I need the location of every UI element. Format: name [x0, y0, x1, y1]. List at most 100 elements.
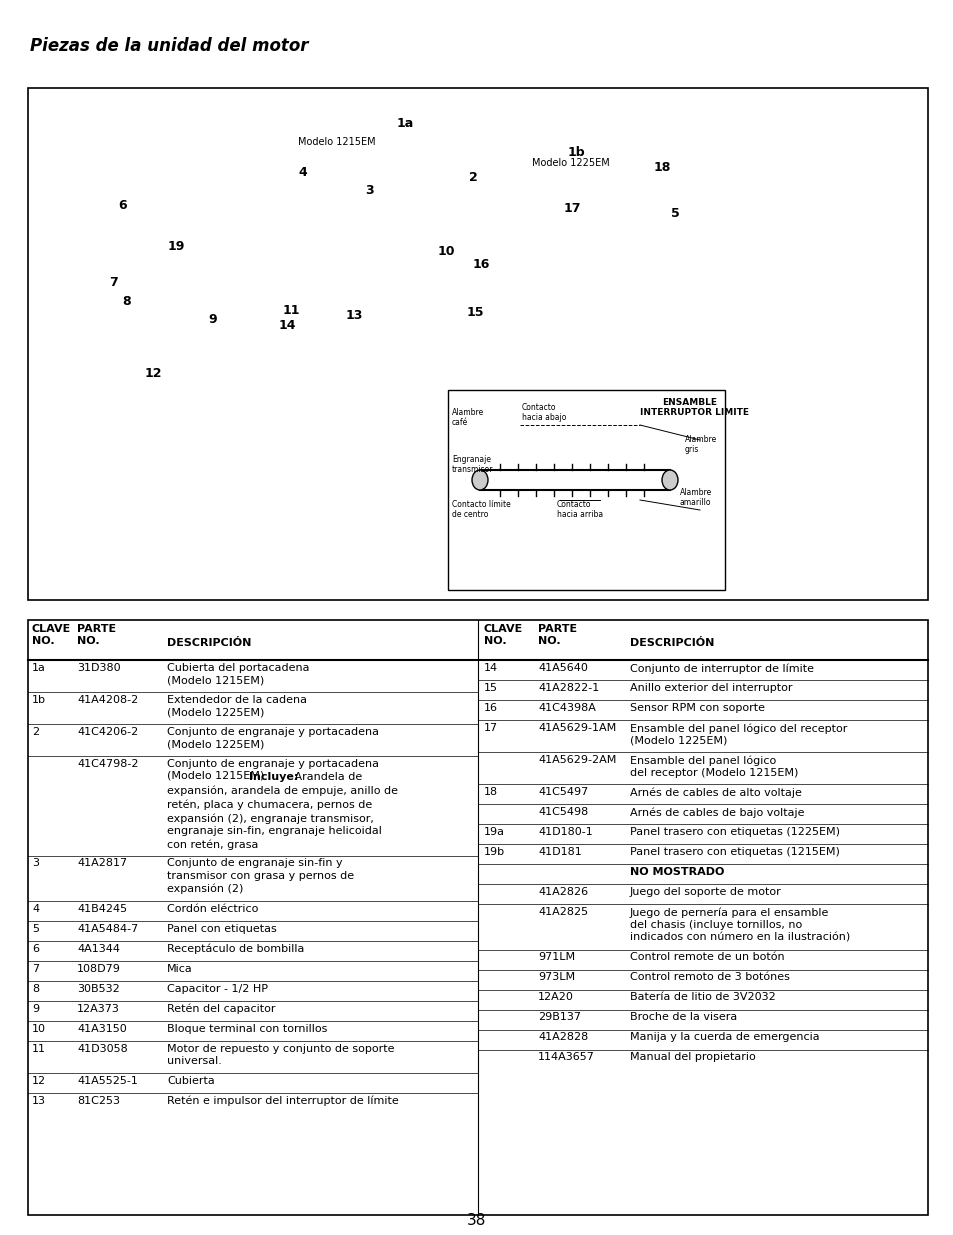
Text: Modelo 1225EM: Modelo 1225EM [532, 158, 609, 168]
Text: Motor de repuesto y conjunto de soporte
universal.: Motor de repuesto y conjunto de soporte … [167, 1044, 395, 1066]
Text: con retén, grasa: con retén, grasa [167, 840, 258, 851]
Text: 973LM: 973LM [537, 972, 575, 983]
Text: Ensamble del panel lógico
del receptor (Modelo 1215EM): Ensamble del panel lógico del receptor (… [629, 755, 798, 778]
Text: Modelo 1215EM: Modelo 1215EM [297, 137, 375, 147]
Text: Incluye:: Incluye: [249, 773, 298, 783]
Text: 5: 5 [32, 924, 39, 934]
Text: 16: 16 [483, 703, 497, 713]
Text: 7: 7 [32, 965, 39, 974]
Text: 18: 18 [483, 787, 497, 797]
Text: 14: 14 [483, 663, 497, 673]
Text: 16: 16 [472, 258, 490, 272]
Text: ENSAMBLE: ENSAMBLE [661, 398, 717, 408]
Text: Control remoto de 3 botónes: Control remoto de 3 botónes [629, 972, 789, 983]
Text: 41A2822-1: 41A2822-1 [537, 683, 598, 693]
Text: 11: 11 [282, 304, 300, 317]
Text: 8: 8 [32, 984, 39, 994]
Text: NO.: NO. [77, 636, 99, 646]
Text: CLAVE: CLAVE [32, 624, 71, 634]
Text: Batería de litio de 3V2032: Batería de litio de 3V2032 [629, 993, 775, 1003]
Text: 9: 9 [32, 1004, 39, 1014]
Text: 41A2826: 41A2826 [537, 887, 587, 897]
Text: Contacto
hacia arriba: Contacto hacia arriba [557, 500, 602, 520]
Text: Juego de pernería para el ensamble
del chasis (incluye tornillos, no
indicados c: Juego de pernería para el ensamble del c… [629, 906, 849, 942]
Text: CLAVE: CLAVE [483, 624, 522, 634]
Text: 41C4398A: 41C4398A [537, 703, 596, 713]
Text: Sensor RPM con soporte: Sensor RPM con soporte [629, 703, 764, 713]
Text: NO.: NO. [32, 636, 54, 646]
Text: 10: 10 [437, 246, 455, 258]
Text: 19: 19 [168, 241, 185, 253]
Bar [28, 88, 927, 600]
Text: Panel trasero con etiquetas (1225EM): Panel trasero con etiquetas (1225EM) [629, 827, 840, 837]
Text: 1a: 1a [396, 117, 414, 131]
Text: 41A5629-2AM: 41A5629-2AM [537, 755, 616, 764]
Text: 108D79: 108D79 [77, 965, 121, 974]
Text: DESCRIPCIÓN: DESCRIPCIÓN [167, 638, 251, 648]
Text: Contacto
hacia abajo: Contacto hacia abajo [521, 403, 566, 422]
Text: Extendedor de la cadena
(Modelo 1225EM): Extendedor de la cadena (Modelo 1225EM) [167, 695, 307, 718]
Text: Alambre
café: Alambre café [452, 408, 484, 427]
Text: Arnés de cables de bajo voltaje: Arnés de cables de bajo voltaje [629, 806, 803, 818]
Text: 41A5484-7: 41A5484-7 [77, 924, 138, 934]
Text: 12A373: 12A373 [77, 1004, 120, 1014]
Text: 6: 6 [118, 199, 127, 212]
Text: PARTE: PARTE [537, 624, 577, 634]
Text: Engranaje
transmisor: Engranaje transmisor [452, 454, 493, 474]
Text: 13: 13 [32, 1095, 46, 1107]
Text: 9: 9 [208, 312, 216, 326]
Text: Alambre
gris: Alambre gris [684, 435, 717, 454]
Text: 1b: 1b [567, 146, 585, 158]
Text: 41A2817: 41A2817 [77, 858, 127, 868]
Text: 17: 17 [563, 201, 580, 215]
Text: Cordón eléctrico: Cordón eléctrico [167, 904, 258, 914]
Text: 5: 5 [671, 207, 679, 220]
Text: 41C5497: 41C5497 [537, 787, 588, 797]
Text: 41A5629-1AM: 41A5629-1AM [537, 722, 616, 734]
Text: 30B532: 30B532 [77, 984, 120, 994]
Text: Contacto límite
de centro: Contacto límite de centro [452, 500, 510, 520]
Text: Conjunto de engranaje sin-fin y
transmisor con grasa y pernos de
expansión (2): Conjunto de engranaje sin-fin y transmis… [167, 858, 354, 894]
Text: 12: 12 [145, 367, 162, 379]
Text: retén, placa y chumacera, pernos de: retén, placa y chumacera, pernos de [167, 799, 372, 810]
Text: Manual del propietario: Manual del propietario [629, 1052, 755, 1062]
Text: Bloque terminal con tornillos: Bloque terminal con tornillos [167, 1024, 327, 1034]
Text: Broche de la visera: Broche de la visera [629, 1013, 737, 1023]
Text: 15: 15 [466, 306, 483, 319]
Bar [448, 390, 724, 590]
Text: 1a: 1a [32, 663, 46, 673]
Text: 3: 3 [365, 184, 374, 196]
Text: 81C253: 81C253 [77, 1095, 120, 1107]
Text: DESCRIPCIÓN: DESCRIPCIÓN [629, 638, 714, 648]
Text: Mica: Mica [167, 965, 193, 974]
Text: 19a: 19a [483, 827, 504, 837]
Text: Anillo exterior del interruptor: Anillo exterior del interruptor [629, 683, 792, 693]
Text: 41A5525-1: 41A5525-1 [77, 1076, 138, 1086]
Text: 41C4798-2: 41C4798-2 [77, 760, 138, 769]
Text: 8: 8 [122, 295, 131, 308]
Text: 12: 12 [32, 1076, 46, 1086]
Text: 41A3150: 41A3150 [77, 1024, 127, 1034]
Text: 1b: 1b [32, 695, 46, 705]
Text: 41D180-1: 41D180-1 [537, 827, 592, 837]
Text: 41A2828: 41A2828 [537, 1032, 588, 1042]
Text: 971LM: 971LM [537, 952, 575, 962]
Text: 18: 18 [653, 161, 670, 174]
Text: 41C4206-2: 41C4206-2 [77, 727, 138, 737]
Text: expansión (2), engranaje transmisor,: expansión (2), engranaje transmisor, [167, 813, 374, 824]
Text: Conjunto de interruptor de límite: Conjunto de interruptor de límite [629, 663, 813, 673]
Text: 31D380: 31D380 [77, 663, 120, 673]
Text: 2: 2 [469, 172, 477, 184]
Text: 41C5498: 41C5498 [537, 806, 588, 818]
Text: Conjunto de engranaje y portacadena
(Modelo 1215EM): Conjunto de engranaje y portacadena (Mod… [167, 760, 378, 781]
Text: Receptáculo de bombilla: Receptáculo de bombilla [167, 944, 304, 955]
Bar [28, 620, 927, 1215]
Ellipse shape [661, 471, 678, 490]
Text: Manija y la cuerda de emergencia: Manija y la cuerda de emergencia [629, 1032, 819, 1042]
Text: Arandela de: Arandela de [291, 773, 361, 783]
Text: 41B4245: 41B4245 [77, 904, 127, 914]
Text: 3: 3 [32, 858, 39, 868]
Text: 11: 11 [32, 1044, 46, 1053]
Text: 41A5640: 41A5640 [537, 663, 587, 673]
Text: PARTE: PARTE [77, 624, 116, 634]
